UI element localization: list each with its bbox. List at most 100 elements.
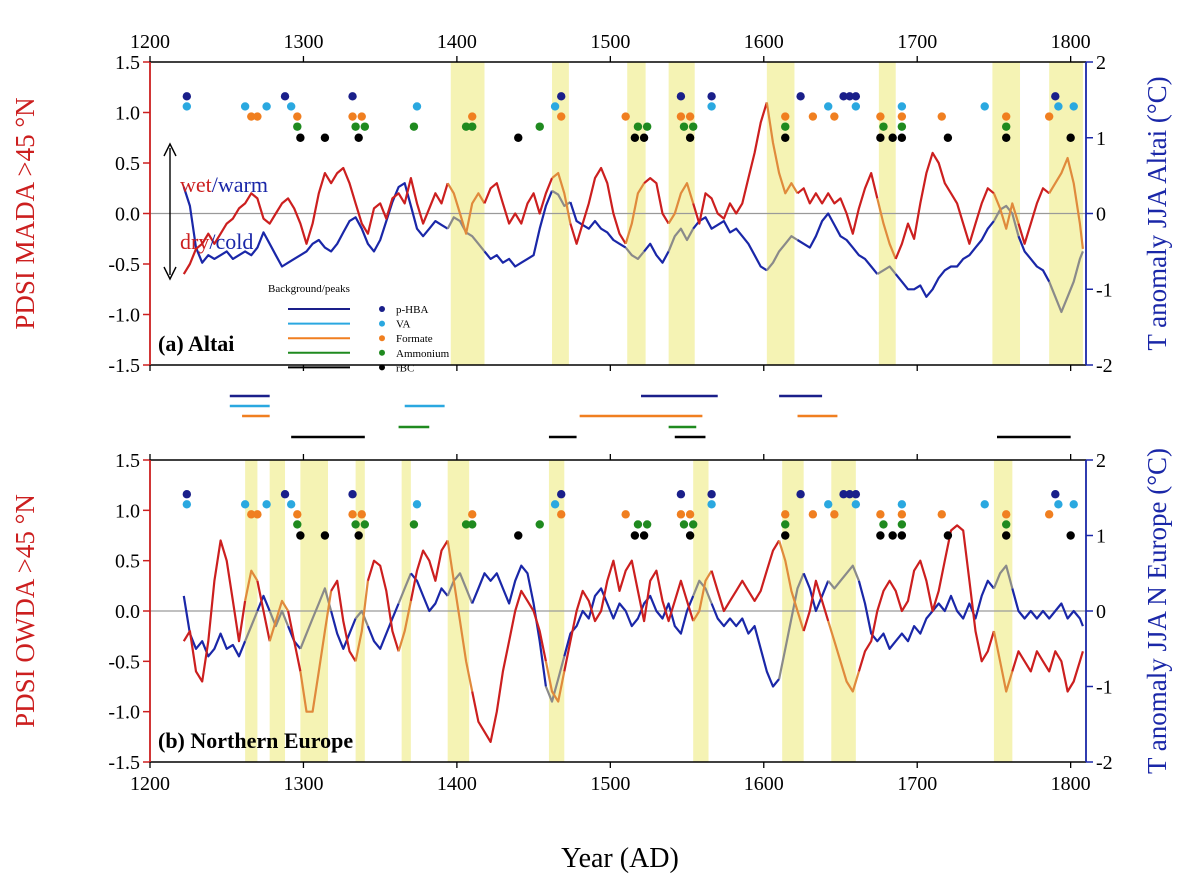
pdsi-series-line	[1011, 650, 1084, 693]
peak-marker-formate	[348, 112, 357, 121]
peak-marker-ammonium	[461, 520, 471, 529]
dry-cold-label: dry/cold	[180, 229, 253, 254]
temperature-series-line	[471, 564, 547, 687]
x-tick-label-top: 1200	[130, 31, 170, 53]
peak-marker-ammonium	[360, 122, 370, 131]
legend-label: p-HBA	[396, 304, 428, 316]
peak-marker-formate	[247, 510, 256, 519]
temperature-series-line	[256, 594, 271, 612]
peak-marker-va	[824, 500, 833, 509]
peak-marker-formate	[897, 510, 907, 519]
peak-marker-formate	[557, 112, 566, 121]
peak-marker-ammonium	[293, 520, 302, 529]
x-axis-title: Year (AD)	[561, 843, 679, 874]
pdsi-series-line	[802, 579, 830, 632]
peak-marker-formate	[293, 112, 302, 121]
temperature-series-line	[643, 242, 670, 264]
x-tick-label-bottom: 1400	[437, 773, 477, 795]
legend-label: rBC	[396, 362, 414, 374]
peak-marker-ammonium	[642, 122, 652, 131]
legend-title: Background/peaks	[268, 283, 350, 295]
peak-marker-va	[182, 500, 192, 509]
peak-marker-ammonium	[897, 520, 907, 529]
peak-marker-phba	[676, 92, 686, 101]
peak-marker-ammonium	[409, 520, 419, 529]
peak-marker-formate	[876, 510, 885, 519]
panel-label: (a) Altai	[158, 331, 234, 356]
pdsi-series-line	[446, 540, 474, 692]
pdsi-series-line	[796, 172, 879, 235]
panel-northern-europe: 1.5 1.0 0.5 0.0 -0.5 -1.0 -1.5 2 1 0 -1 -2 1200 1300 1…	[10, 448, 1172, 795]
peak-marker-phba	[557, 92, 566, 101]
temperature-series-line	[692, 216, 768, 272]
peak-marker-phba	[796, 490, 805, 499]
temperature-series-line	[802, 572, 830, 613]
peak-marker-rbc	[781, 531, 790, 540]
peak-marker-ammonium	[879, 520, 888, 529]
peak-marker-formate	[253, 510, 262, 519]
x-tick-label-top: 1800	[1051, 31, 1091, 53]
temperature-series-line	[569, 201, 627, 249]
peak-marker-phba	[280, 490, 290, 499]
peak-marker-formate	[685, 112, 695, 121]
peak-marker-rbc	[514, 133, 523, 142]
peak-marker-ammonium	[360, 520, 370, 529]
temperature-series-line	[182, 182, 449, 268]
x-tick-label-bottom: 1600	[744, 773, 784, 795]
left-tick-label: -1.0	[108, 702, 140, 724]
left-tick-label: -1.5	[108, 752, 140, 774]
right-tick-label: 2	[1096, 52, 1106, 74]
pdsi-series-line	[182, 166, 449, 275]
peak-marker-formate	[808, 510, 818, 519]
right-tick-label: 1	[1096, 526, 1106, 548]
peak-marker-formate	[937, 510, 946, 519]
right-tick-label: 1	[1096, 128, 1106, 150]
peak-marker-va	[1069, 500, 1078, 509]
pdsi-series-line	[778, 540, 805, 632]
pdsi-series-line	[692, 570, 713, 622]
peak-marker-va	[550, 500, 560, 509]
left-tick-label: 0.5	[115, 153, 140, 175]
peak-marker-phba	[796, 92, 805, 101]
right-tick-label: 0	[1096, 601, 1106, 623]
peak-marker-formate	[830, 510, 839, 519]
peak-marker-va	[1069, 102, 1078, 111]
peak-marker-ammonium	[633, 520, 643, 529]
peak-marker-phba	[1051, 92, 1060, 101]
peak-marker-va	[851, 102, 861, 111]
peak-marker-rbc	[897, 133, 907, 142]
peak-marker-va	[1054, 500, 1063, 509]
peak-marker-rbc	[639, 531, 649, 540]
peak-marker-formate	[621, 510, 630, 519]
left-tick-label: -1.5	[108, 355, 140, 377]
peak-marker-formate	[830, 112, 839, 121]
peak-marker-ammonium	[679, 122, 689, 131]
peak-marker-va	[286, 500, 296, 509]
peak-marker-formate	[676, 510, 686, 519]
peak-marker-ammonium	[1002, 520, 1011, 529]
right-tick-label: -2	[1096, 355, 1113, 377]
peak-marker-formate	[781, 112, 790, 121]
peak-marker-formate	[1044, 510, 1054, 519]
peak-marker-formate	[685, 510, 695, 519]
legend-dot-rbc	[379, 364, 385, 371]
legend-label: Ammonium	[396, 348, 450, 360]
peak-marker-va	[262, 102, 271, 111]
peak-marker-ammonium	[642, 520, 652, 529]
peak-marker-rbc	[1002, 133, 1011, 142]
peak-marker-phba	[348, 92, 357, 101]
legend-dot-phba	[379, 306, 385, 312]
peak-marker-phba	[845, 490, 854, 499]
x-tick-label-top: 1400	[437, 31, 477, 53]
x-tick-label-bottom: 1700	[897, 773, 937, 795]
panel-altai: 1.5 1.0 0.5 0.0 -0.5 -1.0 -1.5 2 1 0 -1 -2 1200 1300 1…	[10, 31, 1172, 377]
x-tick-label-top: 1700	[897, 31, 937, 53]
arrow-up-head	[163, 142, 177, 157]
pdsi-series-line	[624, 182, 646, 245]
peak-marker-phba	[851, 490, 861, 499]
pdsi-series-line	[1017, 187, 1050, 245]
dry-label: dry	[180, 229, 209, 254]
wet-warm-label: wet/warm	[180, 172, 268, 197]
pdsi-series-line	[1048, 156, 1084, 250]
